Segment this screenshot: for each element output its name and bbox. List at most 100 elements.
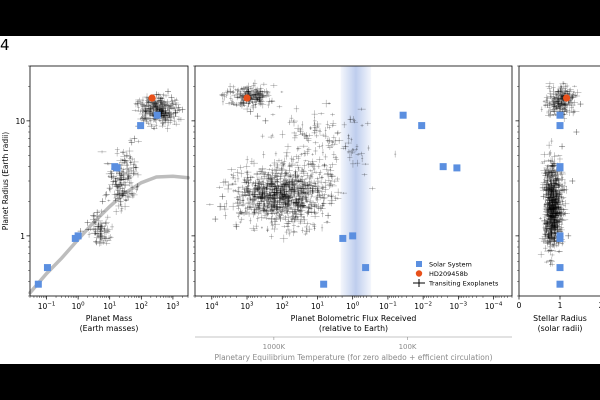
solar-system-point	[74, 232, 82, 240]
exoplanet-point	[325, 212, 332, 219]
exoplanet-point	[554, 88, 561, 95]
temperature-tick-label: 1000K	[263, 343, 286, 351]
x-tick-label: 10−1	[38, 302, 56, 312]
x-axis-label: Planet Mass	[86, 314, 133, 323]
legend-marker-exoplanets	[413, 279, 425, 287]
exoplanet-point	[212, 216, 219, 223]
temperature-axis: 1000K 100K Planetary Equilibrium Temperatu…	[195, 336, 512, 362]
exoplanet-point	[103, 191, 110, 198]
exoplanet-cloud-rocky	[85, 208, 115, 247]
exoplanet-cloud-stellar	[537, 138, 570, 267]
hd209458b-point	[148, 94, 156, 102]
exoplanet-point	[268, 181, 275, 188]
exoplanet-cloud-stellar-giants	[540, 81, 582, 123]
exoplanet-point	[143, 108, 150, 115]
x-tick-label: 10−1	[379, 302, 397, 312]
exoplanet-point	[244, 187, 251, 194]
panel-stellar-radius: 0 1 2 Stellar Radius(solar radii)	[515, 65, 600, 333]
y-tick-label: 10	[15, 117, 25, 126]
hd209458b-point	[243, 94, 251, 102]
exoplanet-point	[219, 193, 226, 200]
x-axis-label-units: (solar radii)	[538, 324, 583, 333]
plot-area	[30, 66, 188, 296]
exoplanet-point	[160, 108, 167, 115]
exoplanet-point	[112, 178, 119, 184]
exoplanet-point	[282, 170, 289, 177]
exoplanet-point	[247, 108, 254, 115]
solar-system-point	[113, 164, 121, 172]
exoplanet-cloud-neptunes	[97, 137, 142, 216]
solar-system-point	[34, 280, 42, 288]
solar-system-point	[418, 122, 426, 130]
exoplanet-point	[303, 228, 310, 235]
legend-label: Solar System	[429, 261, 472, 269]
temperature-tick-label: 100K	[399, 343, 417, 351]
exoplanet-point	[559, 143, 566, 150]
temperature-axis-label: Planetary Equilibrium Temperature (for z…	[214, 353, 492, 362]
x-tick-label: 1	[558, 301, 563, 310]
habitable-zone-band	[340, 66, 372, 296]
exoplanet-point	[227, 88, 234, 95]
exoplanet-point	[150, 101, 157, 108]
exoplanet-point	[169, 101, 176, 108]
exoplanet-cloud-hot-jupiters	[219, 79, 284, 113]
exoplanet-point	[131, 135, 138, 142]
exoplanet-point	[162, 101, 169, 108]
x-tick-label: 101	[103, 302, 116, 312]
exoplanet-point	[121, 157, 128, 164]
solar-system-point	[399, 111, 407, 119]
exoplanet-point	[157, 97, 164, 104]
exoplanet-point	[233, 223, 240, 230]
x-tick-label: 10−4	[485, 302, 503, 312]
exoplanet-point	[258, 198, 265, 205]
exoplanet-point	[165, 88, 172, 95]
x-axis-label: Planet Bolometric Flux Received	[291, 314, 417, 323]
exoplanet-point	[153, 91, 160, 98]
legend-label: Transiting Exoplanets	[428, 280, 499, 288]
bottom-black-bar	[0, 364, 600, 400]
exoplanet-point	[99, 198, 106, 205]
exoplanet-point	[90, 212, 97, 219]
exoplanet-point	[569, 178, 576, 184]
exoplanet-point	[552, 212, 559, 219]
exoplanet-point	[289, 178, 296, 184]
solar-system-point	[362, 264, 370, 272]
exoplanet-point	[251, 209, 258, 216]
exoplanet-cloud-scatter	[249, 99, 397, 201]
solar-system-point	[556, 111, 564, 119]
solar-system-point	[320, 280, 328, 288]
exoplanet-point	[544, 223, 551, 230]
exoplanet-point	[262, 117, 269, 124]
x-tick-label: 102	[276, 302, 289, 312]
solar-system-point	[137, 122, 145, 130]
solar-system-point	[439, 163, 447, 171]
x-tick-label: 10−3	[450, 302, 468, 312]
exoplanet-point	[84, 219, 91, 226]
exoplanet-point	[175, 104, 182, 111]
exoplanet-point	[565, 232, 572, 239]
solar-system-point	[556, 232, 564, 240]
exoplanet-point	[577, 101, 584, 108]
exoplanet-point	[106, 185, 113, 192]
exoplanet-point	[561, 187, 568, 194]
solar-system-point	[339, 234, 347, 242]
x-tick-label: 103	[166, 302, 180, 312]
solar-system-point	[453, 164, 461, 172]
top-black-bar	[0, 0, 600, 36]
legend-marker-hd209458b	[415, 270, 423, 277]
exoplanet-point	[573, 129, 580, 136]
x-axis-label: Stellar Radius	[533, 314, 587, 323]
x-tick-label: 0	[517, 301, 522, 310]
exoplanet-cloud-small	[206, 152, 348, 243]
solar-system-point	[556, 280, 564, 288]
solar-system-point	[556, 264, 564, 272]
x-tick-label: 101	[311, 302, 324, 312]
exoplanet-point	[548, 198, 555, 205]
x-axis-label-units: (relative to Earth)	[319, 324, 388, 333]
exoplanet-point	[168, 94, 175, 101]
exoplanet-point	[273, 216, 280, 223]
y-tick-label: 1	[20, 232, 25, 241]
x-tick-label: 103	[241, 302, 255, 312]
exoplanet-point	[94, 209, 101, 216]
